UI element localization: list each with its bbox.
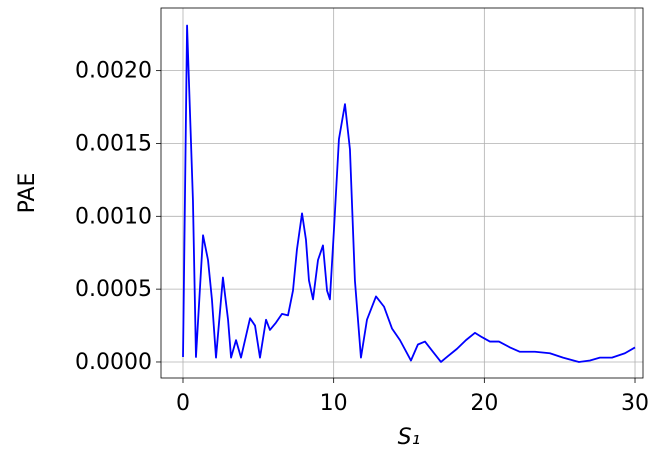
- y-axis-label: PAE: [15, 173, 40, 214]
- y-tick-label: 0.0020: [75, 59, 152, 84]
- y-tick-label: 0.0010: [75, 204, 152, 229]
- x-tick-label: 0: [176, 391, 190, 416]
- x-tick-label: 30: [621, 391, 649, 416]
- plot-frame: [160, 7, 644, 379]
- y-tick-label: 0.0005: [75, 277, 152, 302]
- y-tick-label: 0.0015: [75, 131, 152, 156]
- y-tick-label: 0.0000: [75, 350, 152, 375]
- x-tick-label: 20: [470, 391, 498, 416]
- x-axis-label: S₁: [398, 425, 421, 450]
- x-tick-label: 10: [320, 391, 348, 416]
- data-line: [182, 24, 636, 363]
